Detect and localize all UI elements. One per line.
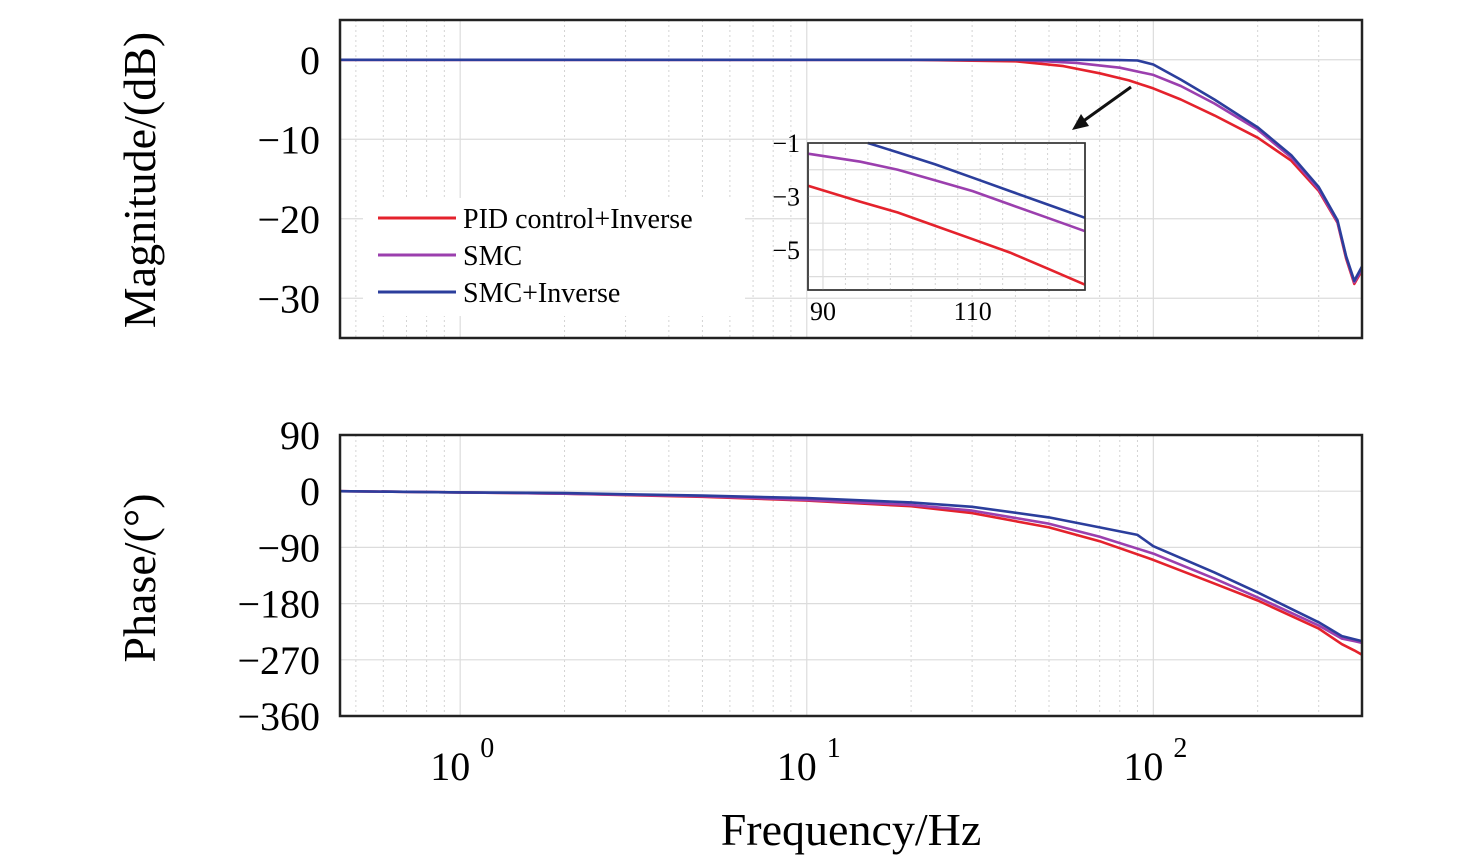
x-tick-label: 10 [430, 744, 470, 789]
magnitude-y-tick-labels: 0 −10 −20 −30 [257, 38, 320, 322]
inset-frame-border [807, 142, 1086, 291]
x-tick-exponent: 0 [480, 733, 494, 764]
magnitude-axes-frame [338, 18, 1364, 340]
y-tick-label: −270 [237, 638, 320, 683]
phase-axes-frame [338, 433, 1364, 718]
series-line-smc-inverse [339, 489, 1363, 643]
phase-panel: 90 0 −90 −180 −270 −360 10 0 10 1 10 2 Phase/(°) F… [114, 413, 1364, 855]
y-tick-label: −180 [237, 582, 320, 627]
magnitude-y-axis-label: Magnitude/(dB) [114, 32, 165, 328]
inset-tick-labels: −1 −3 −5 90 110 [772, 129, 991, 326]
magnitude-inset: −1 −3 −5 90 110 [772, 129, 1086, 326]
x-axis-label: Frequency/Hz [721, 804, 982, 855]
phase-y-axis-label: Phase/(°) [114, 493, 165, 662]
y-tick-label: −20 [257, 197, 320, 242]
inset-y-tick-label: −5 [772, 236, 800, 265]
series-line-pid-control-inverse [339, 489, 1363, 656]
inset-series-line [807, 184, 1086, 286]
y-tick-label: −360 [237, 694, 320, 739]
y-tick-label: 0 [300, 38, 320, 83]
y-tick-label: −90 [257, 525, 320, 570]
legend-label: SMC+Inverse [463, 278, 620, 309]
x-tick-label: 10 [1123, 744, 1163, 789]
inset-x-tick-label: 90 [810, 297, 836, 326]
magnitude-series-lines [340, 58, 1364, 286]
phase-series-lines [339, 489, 1363, 656]
inset-series-line [867, 141, 1086, 220]
magnitude-panel: 0 −10 −20 −30 Magnitude/(dB) PID control+In… [114, 18, 1364, 340]
inset-x-tick-label: 110 [954, 297, 992, 326]
phase-x-tick-labels: 10 0 10 1 10 2 [430, 733, 1187, 789]
series-line-smc-inverse [340, 58, 1364, 283]
y-tick-label: 0 [300, 469, 320, 514]
phase-y-tick-labels: 90 0 −90 −180 −270 −360 [237, 413, 320, 739]
legend-label: SMC [463, 241, 522, 272]
series-line-smc [339, 489, 1363, 645]
inset-y-tick-label: −3 [772, 182, 800, 211]
inset-series-line [807, 152, 1086, 233]
legend-label: PID control+Inverse [463, 204, 693, 235]
zoom-arrow [1072, 85, 1132, 130]
inset-y-tick-label: −1 [772, 129, 800, 158]
y-tick-label: 90 [280, 413, 320, 458]
inset-series-lines [807, 141, 1086, 286]
y-tick-label: −10 [257, 117, 320, 162]
y-tick-label: −30 [257, 276, 320, 321]
magnitude-legend: PID control+Inverse SMC SMC+Inverse [363, 198, 745, 316]
x-tick-label: 10 [777, 744, 817, 789]
x-tick-exponent: 2 [1173, 733, 1187, 764]
x-tick-exponent: 1 [827, 733, 841, 764]
